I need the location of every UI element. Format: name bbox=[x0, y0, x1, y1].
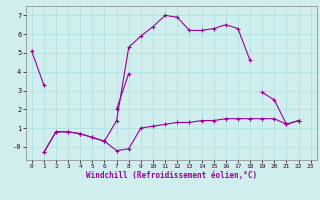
X-axis label: Windchill (Refroidissement éolien,°C): Windchill (Refroidissement éolien,°C) bbox=[86, 171, 257, 180]
